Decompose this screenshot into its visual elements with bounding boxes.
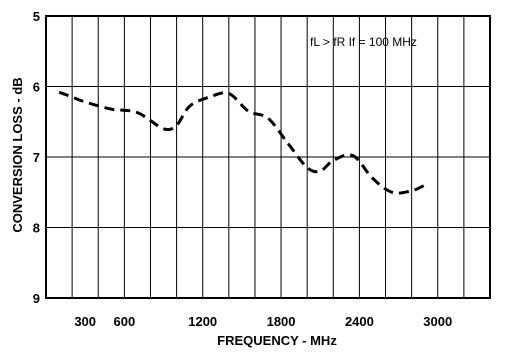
y-tick-label: 6 <box>33 80 40 95</box>
y-tick-labels: 5 6 7 8 9 <box>33 9 40 306</box>
x-tick-label: 600 <box>114 314 136 329</box>
x-axis-label: FREQUENCY - MHz <box>217 333 337 348</box>
x-tick-label: 1800 <box>267 314 296 329</box>
y-tick-label: 5 <box>33 9 40 24</box>
x-tick-label: 1200 <box>188 314 217 329</box>
y-tick-label: 7 <box>33 150 40 165</box>
annotation: fL > fR If = 100 MHz <box>310 35 417 49</box>
x-tick-label: 2400 <box>345 314 374 329</box>
x-tick-labels: 300 600 1200 1800 2400 3000 <box>74 314 452 329</box>
y-tick-label: 8 <box>33 221 40 236</box>
gridlines <box>46 16 490 298</box>
series-line <box>58 90 426 195</box>
x-tick-label: 300 <box>74 314 96 329</box>
y-axis-label: CONVERSION LOSS - dB <box>10 77 25 232</box>
y-tick-label: 9 <box>33 291 40 306</box>
x-tick-label: 3000 <box>423 314 452 329</box>
plot-frame <box>45 15 491 299</box>
